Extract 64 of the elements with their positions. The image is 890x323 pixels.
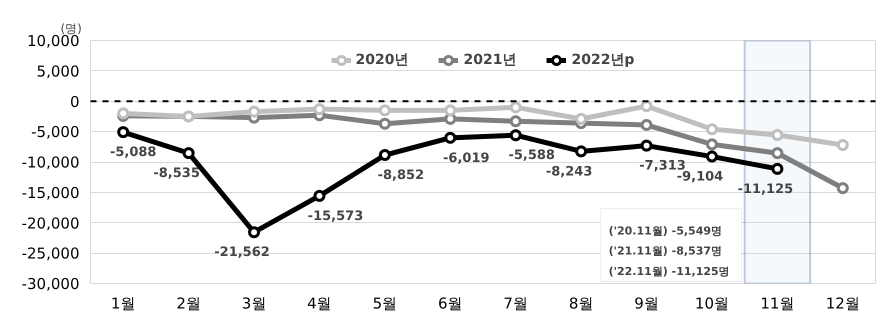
point — [575, 112, 588, 125]
y-tick-label: 5,000 — [36, 62, 80, 80]
annotation: ('21.11월) -8,537명 — [608, 244, 722, 258]
annotation: ('22.11월) -11,125명 — [608, 264, 730, 278]
data-label: -5,088 — [110, 145, 156, 160]
x-tick-label: 5월 — [372, 294, 398, 312]
x-tick-label: 2월 — [176, 294, 201, 312]
legend-label: 2020년 — [356, 51, 408, 69]
point — [771, 128, 784, 141]
point — [313, 190, 326, 202]
point — [706, 123, 718, 136]
y-tick-label: -10,000 — [22, 154, 80, 172]
x-tick-label: 11월 — [760, 294, 794, 312]
point — [248, 226, 260, 238]
point — [771, 147, 784, 160]
x-tick-label: 7월 — [503, 294, 528, 312]
point — [378, 118, 391, 130]
annotation: ('20.11월) -5,549명 — [608, 224, 722, 238]
point — [771, 162, 784, 175]
point — [378, 149, 391, 162]
x-tick-label: 3월 — [242, 294, 266, 312]
y-axis-title: (명) — [60, 22, 82, 36]
x-tick-label: 8월 — [568, 294, 594, 312]
data-label: -8,535 — [153, 166, 200, 182]
point — [640, 100, 653, 112]
point — [510, 129, 522, 142]
data-label: -5,588 — [508, 148, 555, 164]
point — [182, 147, 195, 160]
point — [313, 103, 326, 116]
point — [378, 104, 391, 116]
y-tick-label: -20,000 — [22, 214, 80, 232]
point — [510, 115, 522, 128]
data-label: -11,125 — [738, 182, 794, 197]
y-tick-label: -30,000 — [22, 275, 80, 293]
point — [510, 101, 522, 114]
point — [444, 132, 456, 144]
point — [640, 118, 653, 131]
point — [117, 107, 130, 120]
point — [248, 106, 260, 118]
point — [117, 126, 130, 138]
point — [836, 139, 849, 151]
data-label: -21,562 — [214, 245, 270, 260]
y-tick-label: -15,000 — [22, 184, 80, 202]
point — [444, 104, 456, 116]
data-label: -8,243 — [546, 164, 592, 180]
legend-label: 2021년 — [464, 51, 516, 69]
y-tick-label: 0 — [70, 92, 80, 111]
legend-label: 2022년p — [571, 51, 634, 69]
x-tick-label: 12월 — [826, 294, 860, 312]
x-tick-label: 4월 — [307, 294, 332, 312]
data-label: -6,019 — [443, 150, 490, 166]
x-tick-label: 9월 — [634, 294, 659, 312]
y-tick-label: -5,000 — [31, 123, 80, 142]
x-tick-label: 6월 — [438, 294, 463, 312]
point — [706, 138, 718, 150]
point — [706, 150, 718, 163]
data-label: -15,573 — [308, 208, 364, 224]
x-tick-label: 10월 — [694, 294, 730, 312]
y-tick-label: -25,000 — [22, 244, 80, 263]
data-label: -8,852 — [378, 168, 424, 184]
point — [836, 182, 849, 194]
point — [575, 145, 588, 158]
point — [640, 140, 653, 152]
x-tick-label: 1월 — [110, 294, 136, 312]
